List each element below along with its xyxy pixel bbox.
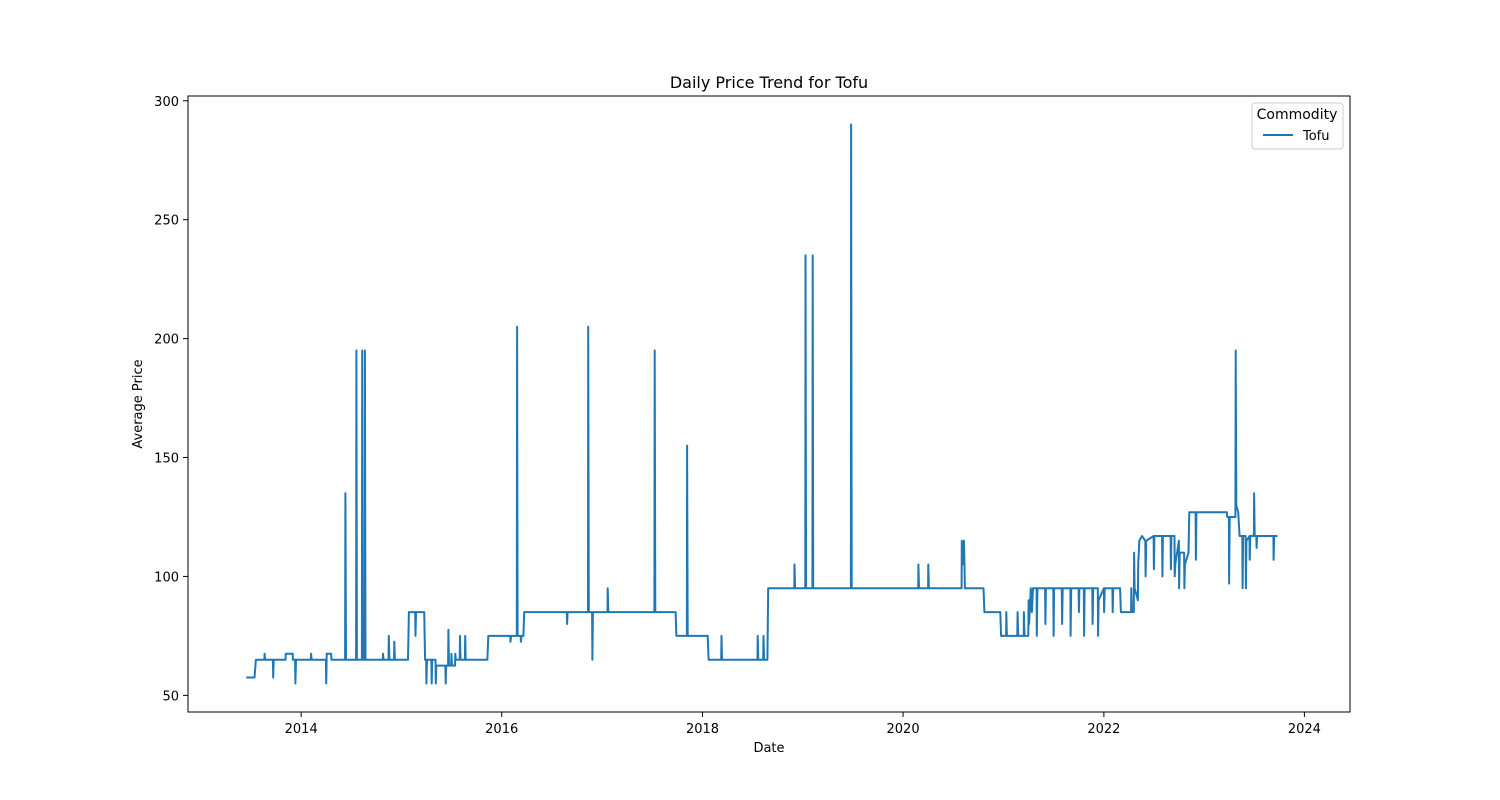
x-tick-label: 2024 (1288, 722, 1321, 737)
legend: Commodity Tofu (1251, 102, 1344, 150)
y-axis-label: Average Price (131, 359, 146, 448)
y-tick-label: 150 (154, 452, 179, 467)
series-line-tofu (246, 123, 1278, 685)
x-tick-label: 2020 (887, 722, 920, 737)
legend-label-tofu: Tofu (1302, 129, 1330, 144)
y-tick-label: 300 (154, 95, 179, 110)
y-tick-label: 250 (154, 214, 179, 229)
x-axis: 2014 2016 2018 2020 2022 2024 (285, 712, 1321, 737)
y-tick-label: 100 (154, 570, 179, 585)
plot-area-frame (187, 95, 1351, 713)
x-tick-label: 2016 (485, 722, 518, 737)
x-tick-label: 2022 (1087, 722, 1120, 737)
legend-title: Commodity (1257, 107, 1338, 123)
legend-box (1251, 102, 1344, 150)
y-tick-label: 200 (154, 333, 179, 348)
y-tick-label: 50 (162, 689, 179, 704)
x-tick-label: 2014 (285, 722, 318, 737)
y-axis: 50 100 150 200 250 300 (154, 95, 188, 704)
x-tick-label: 2018 (686, 722, 719, 737)
x-axis-label: Date (753, 741, 784, 756)
chart-title: Daily Price Trend for Tofu (670, 73, 868, 92)
